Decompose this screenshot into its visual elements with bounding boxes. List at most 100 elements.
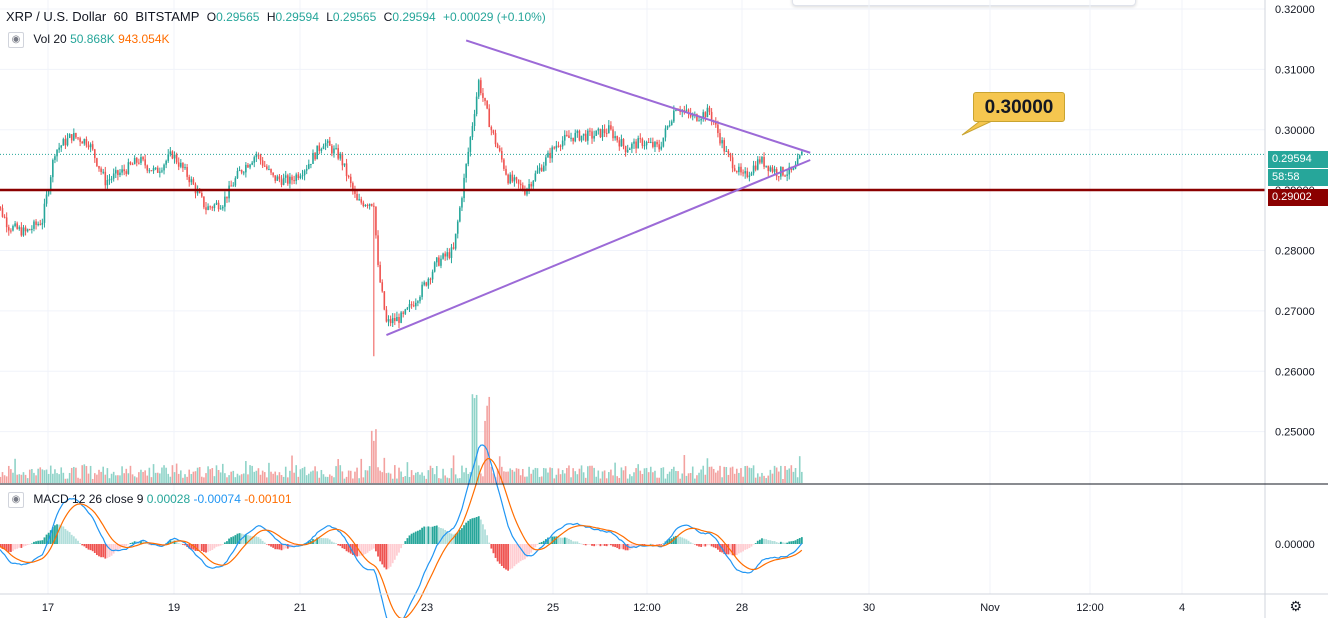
- volume-bar: [270, 471, 272, 483]
- macd-histogram-bar: [140, 540, 142, 544]
- volume-bar: [486, 405, 488, 483]
- macd-histogram-bar: [196, 544, 199, 552]
- gear-icon[interactable]: ⚙: [1289, 598, 1302, 614]
- volume-bar: [385, 473, 388, 483]
- volume-label[interactable]: Vol: [33, 32, 51, 47]
- macd-histogram-bar: [268, 544, 270, 546]
- volume-bar: [425, 478, 428, 483]
- volume-bar: [624, 466, 627, 483]
- volume-bar: [354, 471, 356, 483]
- candle-body: [488, 108, 491, 128]
- candle-body: [253, 157, 256, 163]
- candle-body: [276, 176, 279, 181]
- macd-histogram-bar: [223, 542, 226, 544]
- volume-bar: [412, 475, 415, 483]
- volume-bar: [435, 466, 438, 483]
- macd-histogram-bar: [607, 544, 610, 546]
- candle-body: [511, 174, 514, 182]
- volume-bar: [763, 475, 765, 483]
- volume-bar: [696, 475, 698, 483]
- price-callout[interactable]: 0.30000: [973, 92, 1065, 122]
- volume-bar: [140, 469, 142, 483]
- candle-body: [331, 145, 333, 154]
- macd-histogram-bar: [410, 533, 413, 544]
- candle-body: [442, 253, 444, 259]
- macd-histogram-bar: [712, 544, 715, 548]
- macd-histogram-bar: [83, 544, 86, 547]
- candle-body: [480, 80, 482, 94]
- candle-body: [96, 158, 98, 167]
- price-tick-label: 0.31000: [1275, 64, 1315, 76]
- candle-body: [582, 133, 585, 136]
- candle-body: [49, 177, 52, 191]
- volume-bar: [52, 473, 54, 483]
- macd-histogram-bar: [28, 544, 31, 545]
- volume-bar: [249, 465, 251, 483]
- candle-body: [687, 109, 690, 114]
- volume-bar: [442, 468, 444, 483]
- volume-bar: [293, 472, 295, 483]
- macd-histogram-bar: [213, 544, 216, 549]
- volume-bar: [660, 467, 663, 483]
- volume-bar: [28, 469, 31, 483]
- volume-bar: [64, 478, 67, 483]
- candle-body: [647, 141, 650, 143]
- volume-bar: [70, 467, 73, 483]
- macd-label[interactable]: MACD: [33, 492, 69, 507]
- candle-body: [171, 151, 174, 159]
- volume-bar: [790, 465, 793, 483]
- macd-histogram-bar: [253, 536, 256, 544]
- macd-histogram-bar: [505, 544, 507, 570]
- macd-histogram-bar: [112, 544, 115, 554]
- candle-body: [7, 227, 10, 231]
- macd-histogram-bar: [368, 544, 371, 552]
- macd-histogram-bar: [746, 544, 749, 550]
- candle-body: [358, 199, 360, 201]
- candle-body: [104, 171, 107, 186]
- candle-body: [469, 137, 472, 152]
- macd-histogram-bar: [733, 544, 736, 556]
- eye-icon[interactable]: ◉: [8, 32, 24, 48]
- volume-bar: [414, 472, 417, 483]
- volume-bar: [746, 465, 749, 483]
- volume-bar: [112, 471, 115, 483]
- volume-bar: [484, 420, 486, 483]
- candle-body: [801, 151, 803, 156]
- macd-histogram-bar: [723, 544, 726, 554]
- volume-bar: [192, 471, 195, 483]
- macd-histogram-bar: [322, 538, 325, 544]
- macd-histogram-bar: [788, 541, 791, 544]
- candle-body: [234, 178, 237, 186]
- volume-bar: [100, 471, 102, 483]
- eye-icon[interactable]: ◉: [8, 492, 24, 508]
- macd-signal-value: -0.00101: [244, 492, 292, 507]
- volume-bar: [102, 466, 104, 483]
- candle-body: [64, 139, 67, 146]
- candle-body: [217, 202, 220, 210]
- candle-body: [152, 167, 155, 171]
- volume-bar: [56, 473, 58, 483]
- candle-body: [517, 179, 520, 184]
- candle-body: [316, 145, 318, 160]
- candle-body: [368, 203, 371, 206]
- candle-body: [207, 206, 209, 210]
- interval-label[interactable]: 60: [113, 9, 128, 24]
- candle-body: [251, 162, 253, 165]
- macd-histogram-bar: [649, 543, 652, 545]
- macd-histogram-bar: [528, 544, 530, 555]
- macd-histogram-bar: [689, 542, 692, 544]
- volume-bar: [169, 476, 172, 483]
- volume-bar: [765, 478, 767, 483]
- volume-bar: [748, 467, 751, 483]
- macd-histogram-bar: [75, 538, 77, 544]
- macd-histogram-bar: [523, 544, 526, 560]
- volume-bar: [142, 471, 144, 483]
- macd-histogram-bar: [295, 544, 298, 546]
- macd-histogram-bar: [257, 537, 260, 544]
- volume-bar: [96, 474, 98, 483]
- symbol-title[interactable]: XRP / U.S. Dollar: [6, 9, 107, 24]
- macd-histogram-bar: [461, 528, 463, 544]
- macd-histogram-bar: [488, 542, 491, 544]
- volume-bar: [207, 466, 209, 483]
